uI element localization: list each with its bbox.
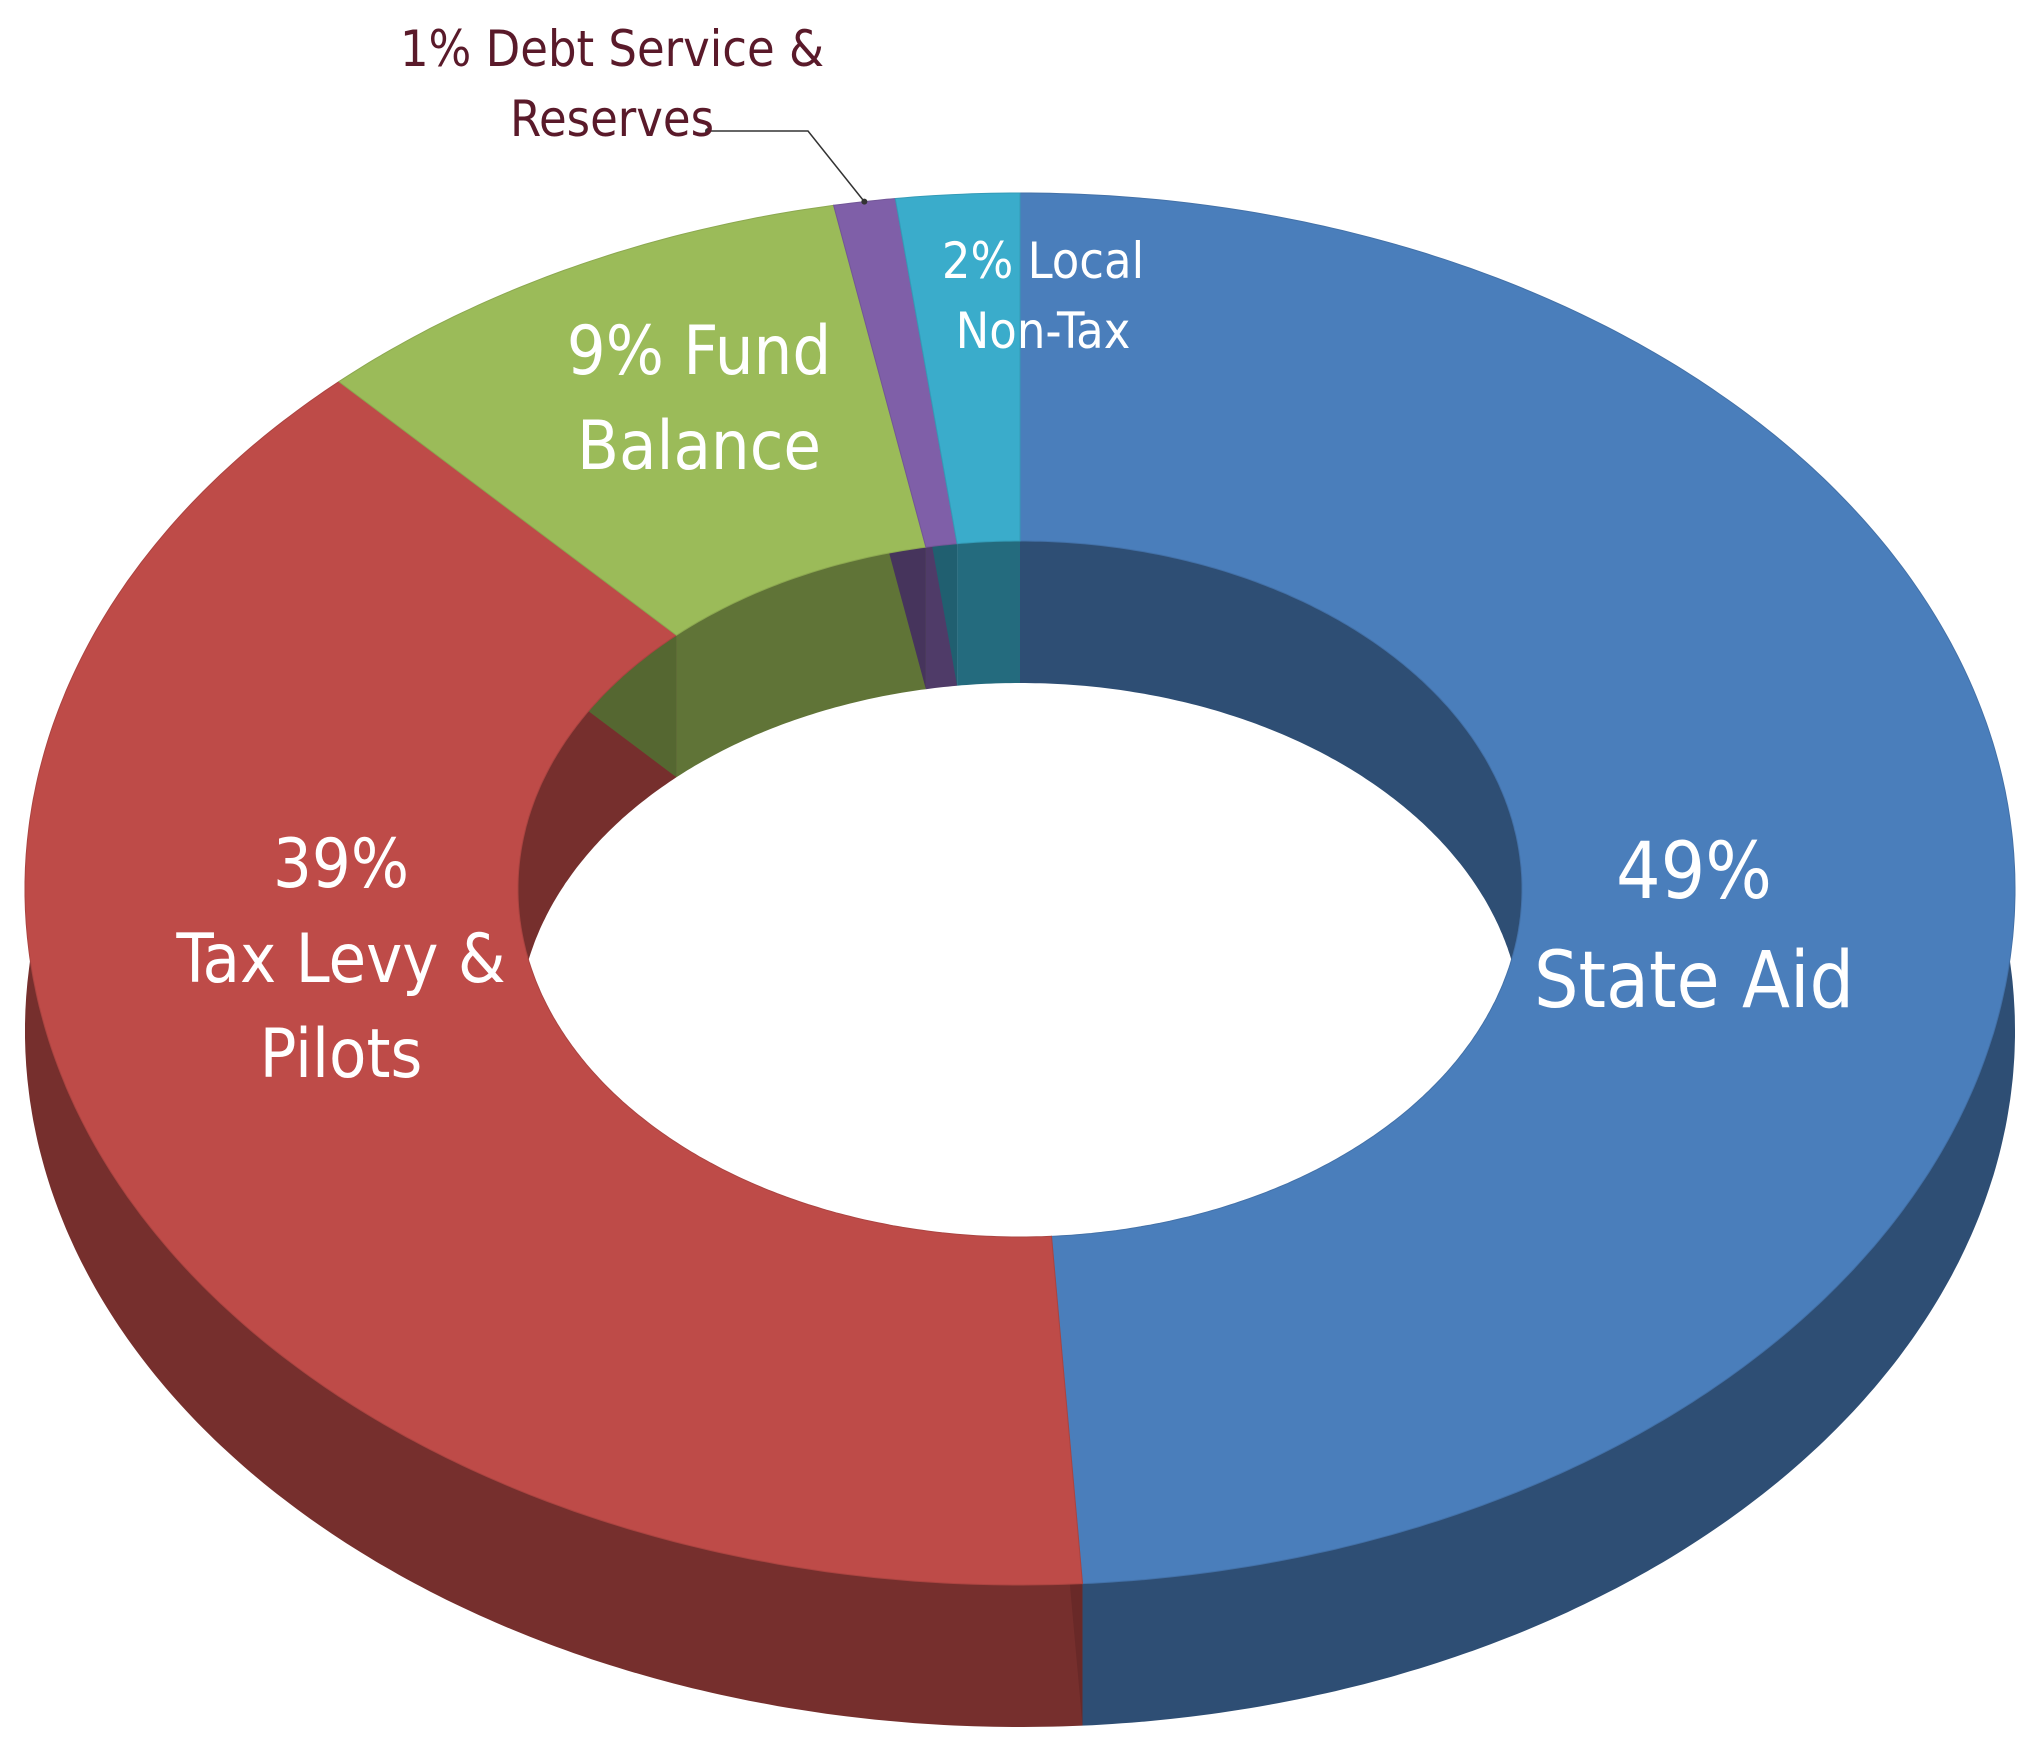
slice-inner-wall	[676, 547, 926, 778]
category-label: Debt Service & Reserves	[485, 20, 825, 148]
slice-label: 49% State Aid	[1494, 818, 1894, 1036]
slice-label: 9% Fund Balance	[549, 304, 849, 494]
slice-label: 39% Tax Levy & Pilots	[176, 817, 506, 1103]
slice-outer-wall	[25, 381, 1083, 1728]
leader-dot	[705, 128, 711, 134]
slice	[894, 192, 1021, 545]
value-label: 49%	[1616, 826, 1772, 917]
slice-inner-wall	[957, 541, 1020, 686]
category-label: State Aid	[1533, 936, 1855, 1026]
top-faces	[24, 192, 2016, 1586]
category-label: Local Non-Tax	[955, 232, 1145, 360]
category-label: Fund Balance	[576, 311, 832, 486]
value-label: 2%	[941, 232, 1014, 290]
leader-line	[708, 130, 865, 203]
leader-dot	[861, 198, 868, 205]
category-label: Tax Levy & Pilots	[176, 920, 506, 1095]
value-label: 39%	[273, 825, 409, 905]
slice-label: 1% Debt Service & Reserves	[377, 14, 847, 154]
value-label: 1%	[399, 20, 472, 78]
slice-label: 2% Local Non-Tax	[913, 226, 1173, 366]
value-label: 9%	[566, 311, 664, 391]
